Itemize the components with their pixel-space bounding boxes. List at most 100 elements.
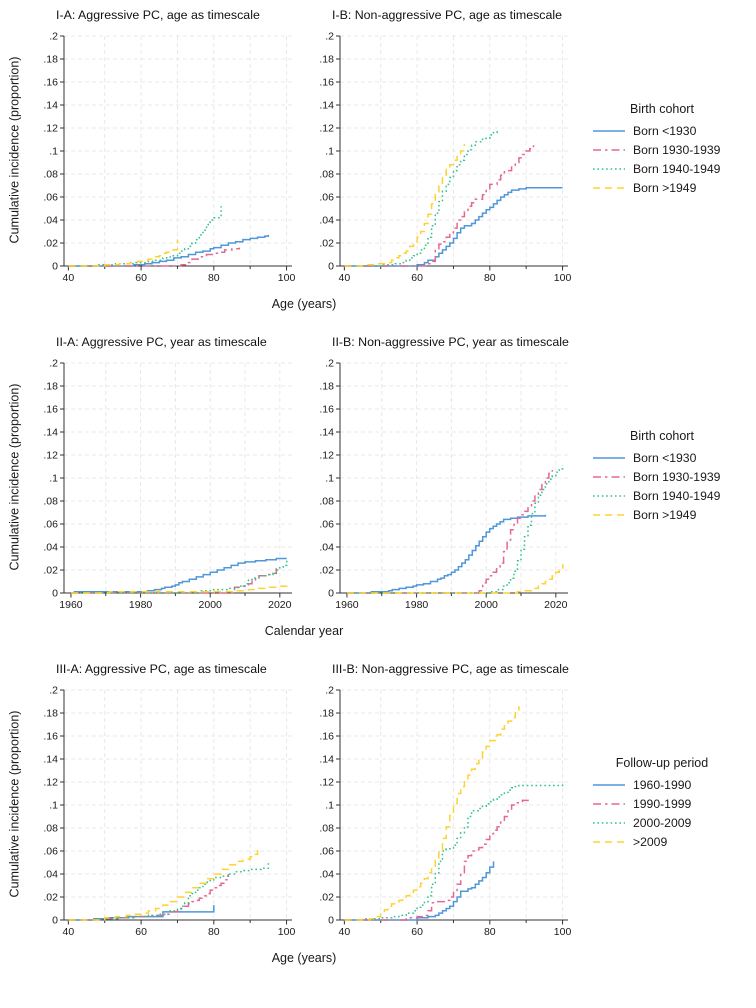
legend-line-sample (593, 494, 625, 497)
legend-title: Follow-up period (615, 756, 709, 770)
x-axis-ticks: 40 60 80 100 (63, 920, 296, 938)
svg-text:.08: .08 (43, 169, 58, 181)
svg-text:.06: .06 (319, 192, 334, 204)
svg-text:100: 100 (278, 926, 296, 938)
legend-item: Born >1949 (582, 181, 756, 195)
svg-text:.06: .06 (319, 519, 334, 531)
plot-canvas: 0 .02 .04 .06 .08 .1 .12 .14 .16 .18 .2 40 60 80 100 (319, 31, 571, 285)
svg-text:.2: .2 (49, 31, 58, 43)
svg-text:.18: .18 (43, 708, 58, 720)
legend-item: 1990-1999 (582, 797, 756, 811)
gridlines (340, 689, 568, 920)
svg-text:1960: 1960 (59, 599, 83, 611)
series-2000-2009 (68, 860, 270, 921)
svg-text:.04: .04 (319, 869, 334, 881)
series-1990-1999 (344, 798, 531, 921)
x-axis-ticks: 1960 1980 2000 2020 (59, 593, 292, 611)
svg-text:2000: 2000 (475, 599, 499, 611)
x-axis-label: Age (years) (271, 951, 337, 965)
svg-text:.08: .08 (43, 496, 58, 508)
svg-text:.04: .04 (319, 215, 334, 227)
svg-text:60: 60 (411, 272, 423, 284)
svg-text:0: 0 (52, 915, 58, 927)
y-axis-label: Cumulative incidence (proportion) (7, 56, 21, 243)
svg-text:.06: .06 (43, 846, 58, 858)
legend-item-label: Born <1930 (633, 450, 697, 465)
plot-canvas: 0 .02 .04 .06 .08 .1 .12 .14 .16 .18 .2 1960 1980 200… (319, 358, 568, 611)
y-axis-label: Cumulative incidence (proportion) (7, 710, 21, 897)
gridlines (340, 362, 568, 593)
series-1960-1990 (344, 861, 495, 921)
panel-title: III-A: Aggressive PC, age as timescale (56, 662, 267, 676)
svg-text:.02: .02 (43, 565, 58, 577)
svg-text:.18: .18 (319, 54, 334, 66)
svg-text:.08: .08 (43, 823, 58, 835)
svg-text:.12: .12 (43, 777, 58, 789)
legend-title: Birth cohort (630, 429, 694, 443)
legend-item: Born 1940-1949 (582, 489, 756, 503)
svg-text:.18: .18 (43, 54, 58, 66)
svg-text:80: 80 (208, 926, 220, 938)
legend-item-label: >2009 (633, 834, 668, 849)
legend-line-sample (593, 148, 625, 151)
series-born-1940-1949 (68, 206, 222, 267)
y-axis-ticks: 0 .02 .04 .06 .08 .1 .12 .14 .16 .18 .2 (43, 685, 64, 927)
x-axis-label: Age (years) (271, 297, 337, 311)
series-born-1949 (347, 564, 564, 594)
svg-text:.14: .14 (43, 427, 58, 439)
svg-text:40: 40 (63, 926, 75, 938)
svg-text:.14: .14 (43, 754, 58, 766)
panel-I-B: I-B: Non-aggressive PC, age as timescale… (304, 8, 580, 291)
x-axis-ticks: 1960 1980 2000 2020 (335, 593, 568, 611)
x-axis-ticks: 40 60 80 100 (339, 266, 571, 284)
svg-text:.04: .04 (43, 869, 58, 881)
svg-text:.02: .02 (43, 238, 58, 250)
series-born-1940-1949 (71, 558, 288, 594)
svg-text:.14: .14 (319, 427, 334, 439)
svg-text:.2: .2 (49, 685, 58, 697)
legend-item-label: 1990-1999 (633, 796, 692, 811)
svg-text:.06: .06 (43, 192, 58, 204)
svg-text:.2: .2 (49, 358, 58, 370)
legend-line-sample (593, 513, 625, 516)
svg-text:100: 100 (554, 926, 572, 938)
svg-text:.08: .08 (319, 823, 334, 835)
svg-text:2020: 2020 (544, 599, 568, 611)
y-axis-ticks: 0 .02 .04 .06 .08 .1 .12 .14 .16 .18 .2 (319, 685, 340, 927)
panel-III-B: III-B: Non-aggressive PC, age as timesca… (304, 662, 580, 945)
plot-canvas: 0 .02 .04 .06 .08 .1 .12 .14 .16 .18 .2 40 60 80 100 (319, 685, 572, 939)
legend-item: Born <1930 (582, 451, 756, 465)
svg-text:.1: .1 (325, 146, 334, 158)
svg-text:.12: .12 (43, 123, 58, 135)
panel-title: II-B: Non-aggressive PC, year as timesca… (332, 335, 569, 349)
legend-line-sample (593, 821, 625, 824)
gridlines (340, 35, 568, 266)
svg-text:1980: 1980 (129, 599, 153, 611)
svg-text:.14: .14 (319, 100, 334, 112)
svg-text:.16: .16 (319, 77, 334, 89)
svg-text:2000: 2000 (199, 599, 223, 611)
svg-text:.12: .12 (319, 450, 334, 462)
x-axis-ticks: 40 60 80 100 (339, 920, 572, 938)
series-born-1930 (68, 234, 270, 267)
panel-title: I-A: Aggressive PC, age as timescale (56, 8, 260, 22)
series-born-1930 (347, 514, 547, 594)
legend-item: 1960-1990 (582, 778, 756, 792)
svg-text:0: 0 (52, 588, 58, 600)
legend-item-label: Born 1930-1939 (633, 469, 721, 484)
svg-text:0: 0 (52, 261, 58, 273)
row-1: Cumulative incidence (proportion) I-A: A… (0, 8, 756, 321)
svg-text:40: 40 (63, 272, 75, 284)
x-axis-label: Calendar year (264, 624, 344, 638)
series-born-1949 (344, 144, 466, 267)
svg-text:.14: .14 (43, 100, 58, 112)
svg-text:.1: .1 (49, 800, 58, 812)
legend-item-label: Born 1940-1949 (633, 161, 721, 176)
svg-text:.12: .12 (319, 777, 334, 789)
series-1990-1999 (68, 874, 230, 921)
legend-item: Born 1940-1949 (582, 162, 756, 176)
legend-follow-up-period: Follow-up period 1960-1990 1990-1999 2000-… (580, 662, 756, 945)
legend-item-label: Born >1949 (633, 180, 697, 195)
legend-item: Born 1930-1939 (582, 470, 756, 484)
series-born-1930 (71, 557, 287, 594)
